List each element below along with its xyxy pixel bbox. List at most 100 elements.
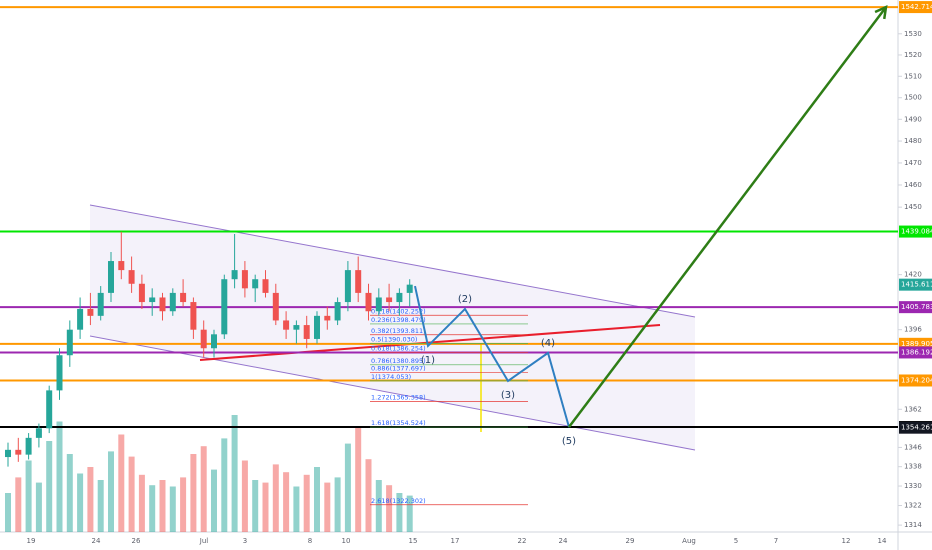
- volume-bar: [221, 438, 228, 532]
- level-tag: [899, 346, 932, 359]
- volume-bar: [344, 443, 351, 532]
- candle-body: [108, 261, 114, 293]
- x-tick-label: 24: [92, 537, 101, 545]
- fib-label: 1.618(1354.524): [371, 419, 426, 427]
- candle-body: [200, 329, 207, 349]
- volume-bar: [87, 467, 94, 532]
- candle-body: [324, 315, 331, 321]
- candle-body: [252, 279, 259, 289]
- volume-bar: [314, 467, 320, 532]
- candle-body: [56, 355, 63, 391]
- y-tick-label: 1330: [904, 482, 922, 490]
- candle-body: [25, 437, 32, 455]
- candle-body: [386, 297, 393, 303]
- fib-label: 1(1374.053): [371, 373, 411, 381]
- candle-body: [406, 284, 413, 293]
- fib-label: 2.618(1322.302): [371, 497, 426, 505]
- candle-body: [344, 270, 351, 303]
- y-tick-label: 1338: [904, 463, 922, 471]
- volume-bar: [272, 464, 279, 532]
- x-tick-label: 10: [342, 537, 351, 545]
- candle-body: [97, 292, 104, 316]
- fib-label: 1.272(1365.358): [371, 393, 426, 401]
- target-arrow: [568, 6, 887, 428]
- x-tick-label: 14: [878, 537, 887, 545]
- candle-body: [77, 308, 84, 330]
- level-tag-label: 1542.714: [901, 3, 932, 11]
- candle-body: [180, 292, 187, 303]
- volume-bar: [169, 486, 176, 532]
- volume-bar: [324, 482, 331, 532]
- volume-bar: [77, 473, 84, 532]
- volume-bar: [128, 456, 135, 532]
- volume-bar: [25, 460, 32, 532]
- volume-bar: [108, 451, 114, 532]
- level-tag-label: 1405.783: [901, 303, 932, 311]
- y-tick-label: 1396: [904, 326, 922, 334]
- fib-label: 0.786(1380.895): [371, 357, 426, 365]
- x-tick-label: Jul: [199, 537, 209, 545]
- x-tick-label: 8: [308, 537, 312, 545]
- x-tick-label: 26: [132, 537, 141, 545]
- volume-bar: [406, 495, 413, 532]
- y-tick-label: 1362: [904, 405, 922, 413]
- candle-body: [5, 449, 11, 458]
- candle-body: [190, 302, 197, 330]
- volume-bar: [241, 460, 248, 532]
- volume-bar: [252, 480, 259, 532]
- volume-bar: [15, 477, 22, 532]
- candle-body: [35, 428, 42, 438]
- wave-label: (2): [458, 294, 472, 305]
- channel-fill: [90, 205, 695, 450]
- candle-body: [396, 292, 403, 303]
- y-tick-label: 1520: [904, 51, 922, 59]
- volume-bar: [159, 480, 166, 532]
- channel-upper: [89, 204, 696, 318]
- volume-bar: [365, 459, 372, 532]
- y-tick-label: 1470: [904, 159, 922, 167]
- level-tag: [899, 301, 932, 314]
- wave-label: (5): [562, 436, 576, 447]
- volume-bar: [211, 469, 217, 532]
- fib-label: 0.886(1377.697): [371, 364, 426, 372]
- price-tag: [899, 278, 932, 291]
- volume-bar: [396, 493, 403, 532]
- volume-bar: [262, 482, 269, 532]
- candle-body: [46, 390, 53, 429]
- y-tick-label: 1510: [904, 72, 922, 80]
- candle-body: [169, 292, 176, 312]
- y-tick-label: 1480: [904, 137, 922, 145]
- candle-body: [138, 283, 145, 303]
- candle-body: [118, 261, 125, 271]
- fib-label: 0.618(1386.254): [371, 344, 426, 352]
- wave-label: (3): [501, 390, 515, 401]
- y-tick-label: 1346: [904, 443, 922, 451]
- volume-bar: [56, 421, 63, 532]
- volume-bar: [303, 474, 310, 532]
- volume-bar: [375, 480, 382, 532]
- volume-bar: [5, 493, 11, 532]
- level-tag-label: 1389.905: [901, 340, 932, 348]
- wave-path: [414, 285, 570, 428]
- price-tag-label: 1354.261: [901, 424, 932, 432]
- candle-body: [231, 270, 238, 280]
- volume-bar: [149, 485, 156, 532]
- volume-bar: [35, 482, 42, 532]
- level-tag: [899, 225, 932, 238]
- level-tag: [899, 374, 932, 387]
- x-tick-label: 19: [27, 537, 36, 545]
- volume-bar: [355, 428, 362, 532]
- candle-body: [221, 279, 228, 335]
- volume-bar: [283, 472, 290, 532]
- volume-bar: [66, 454, 73, 532]
- candle-body: [355, 270, 362, 293]
- candle-body: [87, 308, 94, 316]
- y-tick-label: 1530: [904, 30, 922, 38]
- candle-body: [314, 315, 320, 339]
- y-tick-label: 1314: [904, 521, 922, 529]
- trendline: [199, 324, 661, 361]
- candle-body: [128, 270, 135, 284]
- y-tick-label: 1500: [904, 94, 922, 102]
